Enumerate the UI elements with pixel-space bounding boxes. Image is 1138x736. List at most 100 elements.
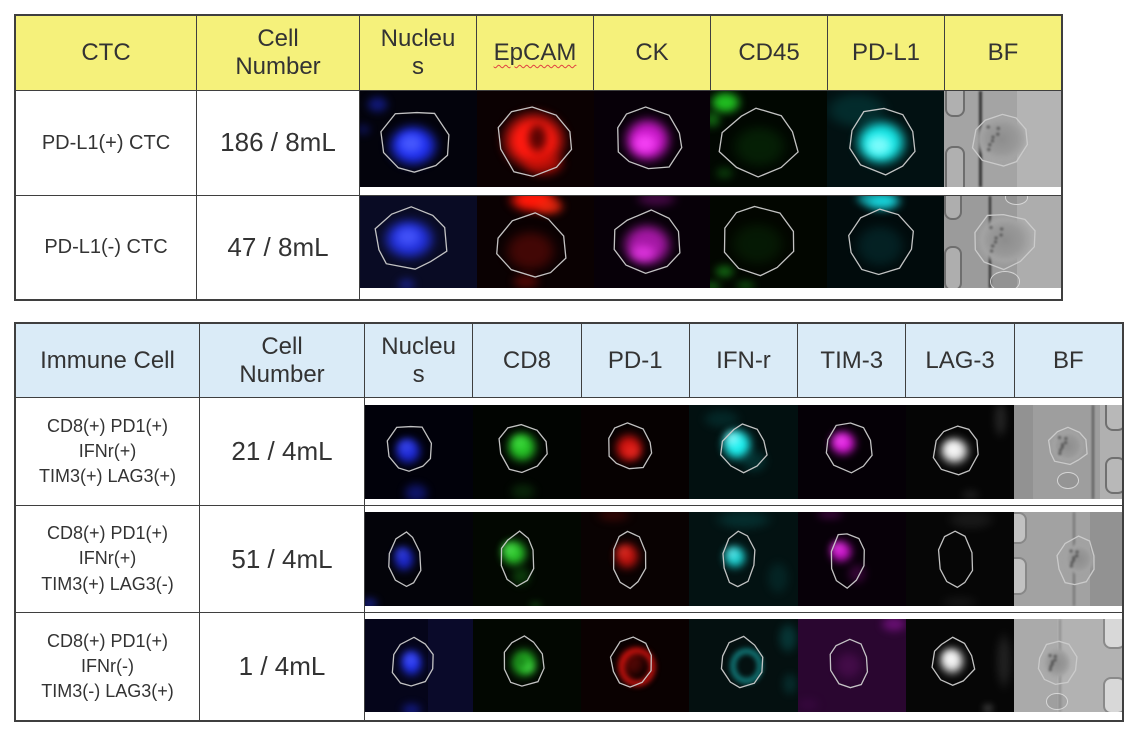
- chip-post: [1102, 676, 1122, 713]
- header-label: LAG-3: [925, 346, 995, 374]
- fluorescence-blob: [627, 242, 658, 264]
- header-row: CTC Cell Number Nucleu s EpCAM CK CD45 PD-L1 BF: [16, 16, 1061, 90]
- header-nucleus: Nucleu s: [365, 324, 474, 397]
- cell-image-epcam: [476, 195, 594, 288]
- cell-body: [1062, 542, 1095, 576]
- cell-outline: [798, 512, 906, 607]
- cell-image-pd-1: [581, 405, 690, 499]
- image-strip: [365, 505, 1122, 613]
- header-ctc: CTC: [16, 16, 197, 90]
- fluorescence-blob: [633, 195, 681, 209]
- table-row: PD-L1(-) CTC 47 / 8mL: [16, 194, 1061, 299]
- fluorescence-blob: [397, 438, 415, 454]
- cell-image-pd-1: [581, 511, 690, 607]
- fluorescence-blob: [728, 121, 792, 172]
- fluorescence-blob: [509, 273, 543, 288]
- cell-count-cell: 47 / 8mL: [197, 195, 360, 299]
- header-label: Cell Number: [239, 332, 325, 388]
- fluorescence-blob: [878, 619, 906, 634]
- cell-image-ifn-r: [689, 619, 798, 713]
- cell-image-ck: [593, 195, 711, 288]
- cell-image-epcam: [476, 91, 594, 187]
- cell-image-bf: [944, 91, 1061, 187]
- ctc-table: CTC Cell Number Nucleu s EpCAM CK CD45 PD-L1 BF…: [14, 14, 1063, 301]
- image-strip: [365, 398, 1122, 505]
- row-label: CD8(+) PD1(+) IFNr(+) TIM3(+) LAG3(+): [38, 415, 177, 486]
- fluorescence-blob: [712, 263, 737, 279]
- fluorescence-blob: [850, 221, 910, 272]
- header-label: CTC: [81, 39, 131, 67]
- cell-body: [1043, 648, 1072, 678]
- fluorescence-blob: [365, 596, 380, 607]
- fluorescence-blob: [733, 279, 758, 288]
- header-label: Nucleu s: [381, 332, 456, 388]
- header-cd45: CD45: [711, 16, 828, 90]
- fluorescence-blob: [813, 511, 847, 521]
- row-label: PD-L1(+) CTC: [41, 131, 171, 154]
- header-label: EpCAM: [493, 39, 577, 67]
- fluorescence-blob: [846, 561, 868, 585]
- fluorescence-blob: [943, 440, 961, 456]
- cell-image-tim-3: [797, 405, 906, 499]
- row-label: PD-L1(-) CTC: [44, 236, 168, 259]
- table-row: CD8(+) PD1(+) IFNr(+) TIM3(+) LAG3(-) 51 …: [16, 504, 1122, 613]
- chip-post: [1104, 456, 1122, 494]
- chip-post: [944, 195, 962, 220]
- cell-image-pd-1: [581, 619, 690, 713]
- chip-post: [1013, 557, 1027, 595]
- cell-count-cell: 1 / 4mL: [200, 613, 365, 721]
- header-label: Cell Number: [235, 25, 321, 80]
- fluorescence-blob: [532, 197, 566, 216]
- fluorescence-blob: [520, 149, 567, 178]
- fluorescence-blob: [393, 226, 422, 249]
- fluorescence-blob: [364, 94, 391, 114]
- fluorescence-blob: [781, 671, 798, 698]
- cell-count-cell: 186 / 8mL: [197, 91, 360, 195]
- cell-image-ifn-r: [689, 405, 798, 499]
- fluorescence-blob: [833, 649, 864, 682]
- fluorescence-blob: [360, 122, 372, 136]
- image-strip: [360, 195, 1061, 299]
- fluorescence-blob: [710, 280, 723, 288]
- fluorescence-blob: [725, 218, 789, 269]
- cell-image-lag-3: [905, 619, 1014, 713]
- cell-image-cd45: [710, 91, 828, 187]
- header-ifn-r: IFN-r: [689, 324, 799, 397]
- cell-image-lag-3: [905, 405, 1014, 499]
- image-strip: [360, 91, 1061, 195]
- cell-image-nucleus: [365, 619, 474, 713]
- header-label: Nucleu s: [380, 25, 456, 80]
- chip-post: [944, 246, 962, 288]
- cell-count-value: 51 / 4mL: [231, 543, 333, 574]
- header-label: CK: [635, 39, 669, 67]
- cell-image-bf: [1013, 619, 1122, 713]
- fluorescence-blob: [399, 701, 424, 713]
- header-label: CD45: [738, 39, 800, 67]
- cell-image-pd-l1: [827, 195, 945, 288]
- fluorescence-blob: [710, 110, 723, 130]
- header-tim-3: TIM-3: [798, 324, 907, 397]
- shade-band: [427, 619, 474, 713]
- header-ck: CK: [594, 16, 711, 90]
- shade-band: [1013, 405, 1034, 499]
- fluorescence-blob: [765, 559, 792, 597]
- cell-image-lag-3: [905, 511, 1014, 607]
- cell-image-cd8: [473, 511, 582, 607]
- header-nucleus: Nucleu s: [360, 16, 477, 90]
- row-label-cell: CD8(+) PD1(+) IFNr(-) TIM3(-) LAG3(+): [16, 613, 200, 721]
- fluorescence-blob: [777, 621, 798, 655]
- cell-image-nucleus: [365, 511, 474, 607]
- shade-band: [1089, 511, 1122, 607]
- header-pd-1: PD-1: [581, 324, 690, 397]
- fluorescence-blob: [938, 594, 982, 607]
- cell-image-ck: [593, 91, 711, 187]
- table-row: PD-L1(+) CTC 186 / 8mL: [16, 90, 1061, 195]
- fluorescence-blob: [501, 226, 560, 276]
- fluorescence-blob: [525, 120, 550, 155]
- fluorescence-blob: [942, 649, 958, 665]
- row-label-cell: PD-L1(+) CTC: [16, 91, 197, 195]
- header-cd8: CD8: [473, 324, 582, 397]
- fluorescence-blob: [739, 448, 770, 475]
- header-label: PD-L1: [851, 39, 921, 67]
- header-label: BF: [987, 39, 1019, 67]
